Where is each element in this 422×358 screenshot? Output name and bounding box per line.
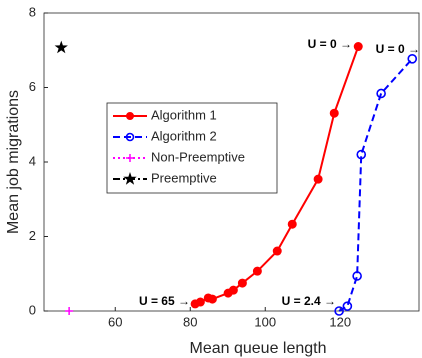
x-tick-label: 80	[183, 314, 197, 329]
y-tick-label: 2	[29, 228, 36, 243]
annotation: U = 65 →	[139, 294, 190, 308]
legend: Algorithm 1 Algorithm 2 Non-Preemptive Pree…	[106, 102, 278, 194]
marker	[272, 246, 282, 256]
marker	[356, 149, 367, 160]
marker	[334, 306, 344, 316]
marker	[123, 172, 137, 185]
legend-label: Algorithm 1	[151, 107, 217, 122]
marker	[126, 112, 134, 120]
marker	[407, 54, 418, 64]
annotation: U = 2.4 →	[282, 294, 336, 308]
marker	[329, 108, 339, 118]
annotation: U = 0 →	[376, 42, 420, 56]
marker	[126, 154, 134, 162]
legend-label: Non-Preemptive	[151, 149, 245, 164]
marker	[228, 285, 238, 295]
y-tick-label: 4	[29, 153, 36, 168]
marker	[54, 40, 68, 54]
marker	[376, 88, 386, 99]
marker	[252, 266, 262, 276]
legend-label: Preemptive	[151, 170, 217, 185]
marker	[195, 297, 205, 307]
y-tick-label: 6	[29, 79, 36, 94]
annotation: U = 0 →	[308, 37, 352, 51]
marker	[342, 301, 353, 311]
marker	[65, 307, 74, 315]
marker	[313, 174, 323, 184]
marker	[352, 271, 362, 281]
x-tick-label: 120	[329, 314, 351, 329]
marker	[287, 219, 297, 229]
x-tick-label: 100	[254, 314, 276, 329]
marker	[353, 42, 363, 52]
x-tick-label: 60	[108, 314, 122, 329]
y-tick-label: 0	[29, 302, 36, 317]
x-axis-label: Mean queue length	[190, 340, 327, 357]
legend-label: Algorithm 2	[151, 128, 217, 143]
marker	[125, 132, 135, 142]
legend-box	[106, 102, 278, 194]
marker	[207, 294, 217, 304]
y-axis-label: Mean job migrations	[5, 90, 22, 234]
marker	[237, 278, 247, 288]
y-tick-label: 8	[29, 4, 36, 19]
series-line	[338, 58, 413, 312]
